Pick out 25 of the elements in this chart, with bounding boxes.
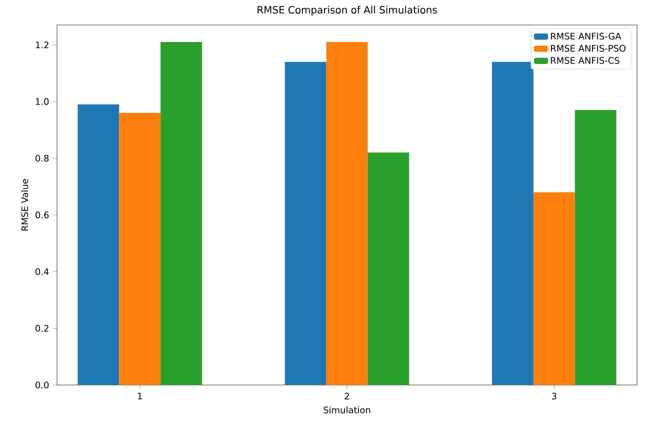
bar: [492, 62, 534, 385]
bar: [368, 152, 410, 385]
y-tick-label: 0.0: [36, 382, 49, 388]
y-tick-label: 0.2: [36, 324, 48, 332]
bar: [574, 110, 616, 385]
y-tick-label: 0.4: [36, 268, 49, 276]
y-tick-label: 0.6: [36, 212, 49, 218]
bar: [326, 42, 368, 385]
legend-label: RMSE ANFIS-CS: [551, 57, 620, 64]
legend-label: RMSE ANFIS-PSO: [551, 44, 626, 52]
y-axis-title: RMSE Value: [21, 179, 28, 231]
bar: [119, 112, 161, 385]
x-tick-label: 3: [552, 392, 556, 400]
legend-label: RMSE ANFIS-GA: [551, 32, 622, 40]
bar: [533, 192, 575, 385]
chart-title: RMSE Comparison of All Simulations: [258, 6, 437, 16]
bar: [78, 104, 120, 385]
bar: [284, 62, 326, 385]
x-axis-title: Simulation: [324, 406, 370, 414]
y-tick-label: 1.0: [36, 98, 49, 105]
bar: [160, 42, 202, 385]
x-tick-label: 2: [344, 392, 349, 400]
y-tick-label: 0.8: [36, 154, 49, 162]
x-tick-label: 1: [138, 392, 142, 400]
y-tick-label: 1.2: [36, 42, 48, 48]
